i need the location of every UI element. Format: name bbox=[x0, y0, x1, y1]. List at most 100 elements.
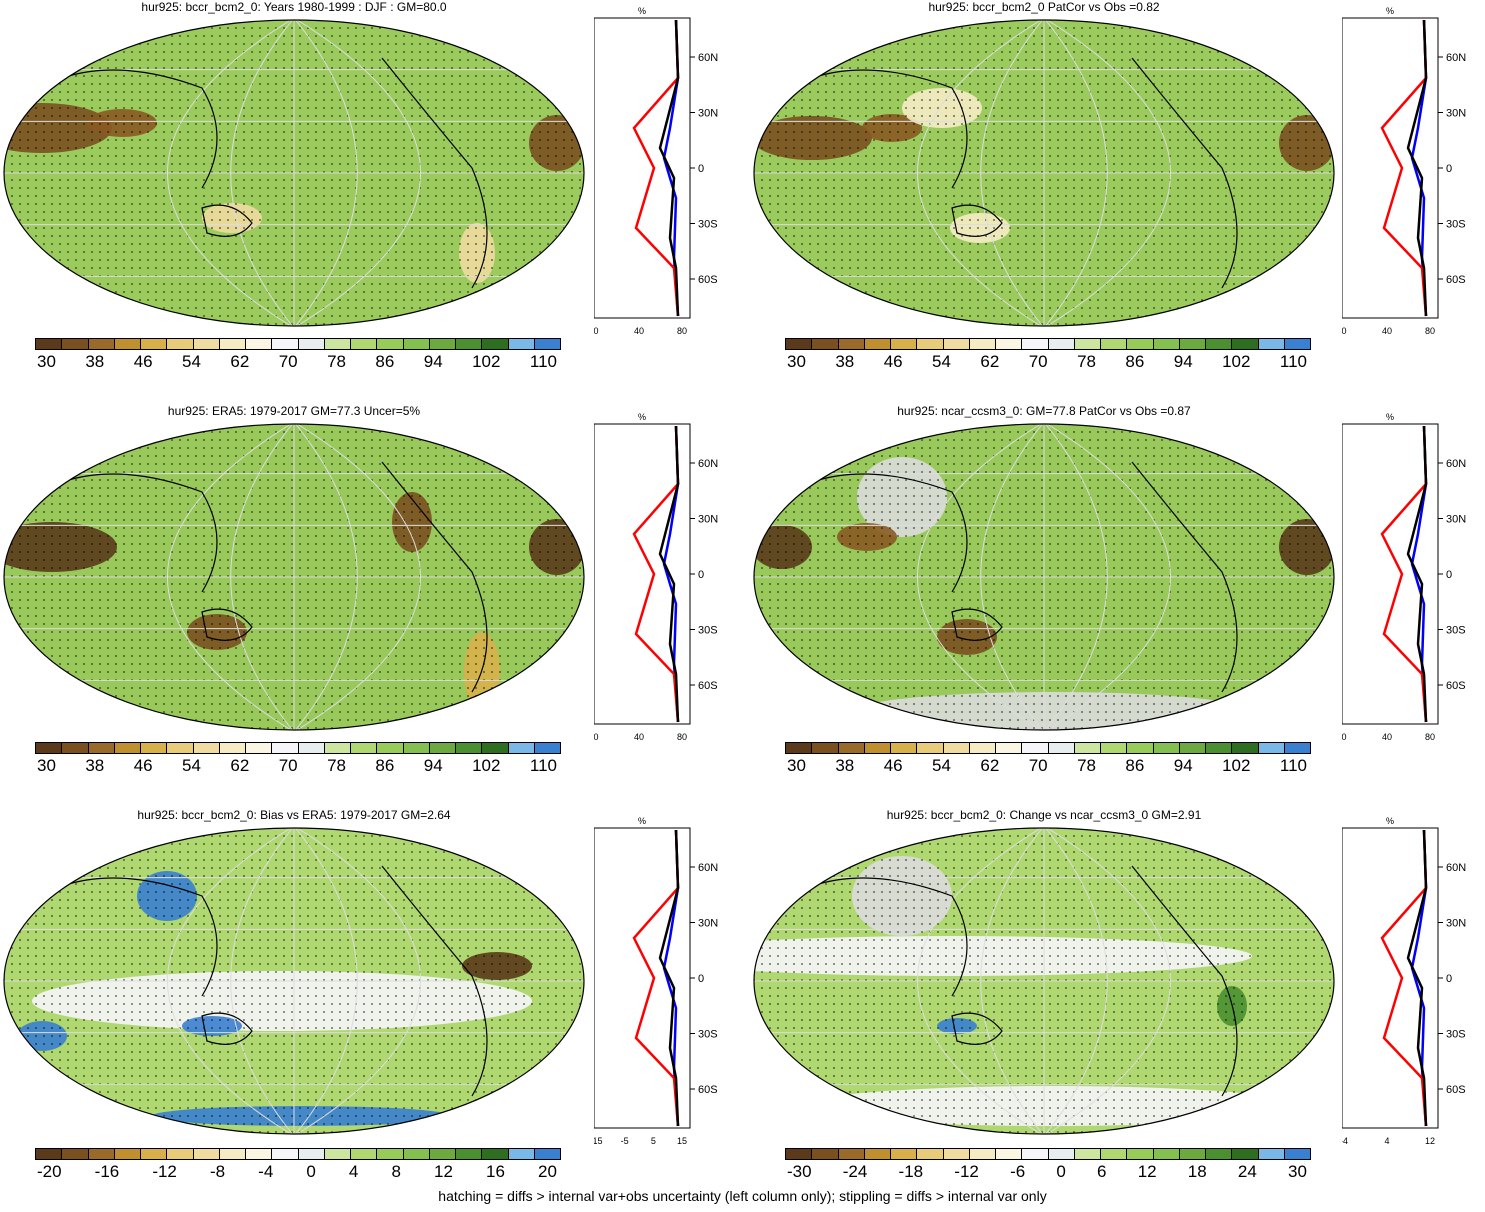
colorbar-swatch bbox=[324, 1149, 351, 1159]
colorbar-swatch bbox=[324, 743, 351, 753]
colorbar-tick-label: 110 bbox=[529, 756, 557, 775]
colorbar-tick-label: 110 bbox=[1279, 756, 1307, 775]
lat-tick-label: 30S bbox=[698, 1029, 718, 1041]
colorbar-swatch bbox=[917, 1149, 944, 1159]
colorbar-tick-label: -24 bbox=[842, 1162, 868, 1181]
colorbar-swatch bbox=[1074, 743, 1101, 753]
lat-tick-label: 60N bbox=[698, 52, 718, 64]
colorbar-swatch bbox=[1048, 339, 1075, 349]
colorbar-swatch bbox=[508, 743, 535, 753]
colorbar-swatch bbox=[1284, 339, 1310, 349]
colorbar-swatch bbox=[812, 1149, 839, 1159]
colorbar-swatch bbox=[377, 743, 404, 753]
colorbar-tick-label: 30 bbox=[787, 352, 806, 371]
colorbar-swatch bbox=[62, 339, 89, 349]
colorbar-tick-label: 12 bbox=[434, 1162, 453, 1181]
colorbar-swatch bbox=[219, 339, 246, 349]
colorbar bbox=[785, 338, 1311, 350]
colorbar-swatch bbox=[996, 743, 1023, 753]
colorbar-swatch bbox=[403, 339, 430, 349]
lat-tick-label: 30S bbox=[1446, 219, 1466, 231]
colorbar-swatch bbox=[351, 1149, 378, 1159]
colorbar-tick-label: 62 bbox=[980, 352, 1000, 371]
profile-unit: % bbox=[1386, 816, 1394, 826]
colorbar-swatch bbox=[1127, 339, 1154, 349]
colorbar-tick-label: 38 bbox=[85, 352, 105, 371]
colorbar-swatch bbox=[1074, 339, 1101, 349]
colorbar-swatch bbox=[1048, 1149, 1075, 1159]
colorbar-swatch bbox=[838, 743, 865, 753]
profile-unit: % bbox=[1386, 6, 1394, 16]
colorbar-swatch bbox=[114, 743, 141, 753]
colorbar bbox=[35, 1148, 561, 1160]
colorbar-swatch bbox=[298, 1149, 325, 1159]
colorbar-swatch bbox=[1101, 1149, 1128, 1159]
colorbar-tick-label: 86 bbox=[1125, 756, 1145, 775]
colorbar-swatch bbox=[1232, 743, 1259, 753]
colorbar-swatch bbox=[1022, 743, 1049, 753]
robinson-map bbox=[3, 423, 585, 731]
lat-tick-label: 30S bbox=[698, 219, 718, 231]
robinson-map bbox=[753, 827, 1335, 1135]
colorbar-swatch bbox=[1074, 1149, 1101, 1159]
colorbar-tick-label: 70 bbox=[1028, 756, 1048, 775]
colorbar-tick-label: 18 bbox=[1187, 1162, 1207, 1181]
colorbar-swatch bbox=[482, 339, 509, 349]
colorbar-tick-label: 86 bbox=[1125, 352, 1145, 371]
profile-x-tick-label: 80 bbox=[677, 326, 687, 336]
colorbar-swatch bbox=[838, 339, 865, 349]
lat-tick-label: 60N bbox=[698, 862, 718, 874]
lat-tick-label: 0 bbox=[698, 973, 704, 985]
profile-x-tick-label: 0 bbox=[594, 326, 599, 336]
colorbar-swatch bbox=[167, 743, 194, 753]
colorbar-swatch bbox=[1048, 743, 1075, 753]
colorbar-swatch bbox=[429, 339, 456, 349]
colorbar-swatch bbox=[943, 339, 970, 349]
profile-x-tick-label: 12 bbox=[1425, 1136, 1435, 1146]
lat-tick-label: 30S bbox=[1446, 625, 1466, 637]
colorbar-tick-label: 30 bbox=[37, 756, 56, 775]
zonal-profile: % 60N 30N 0 30S 60S -4 4 12 bbox=[1342, 816, 1466, 1146]
colorbar-swatch bbox=[969, 339, 996, 349]
colorbar-tick-label: 54 bbox=[932, 352, 951, 371]
colorbar-tick-label: 38 bbox=[835, 352, 855, 371]
colorbar-swatch bbox=[141, 339, 168, 349]
lat-tick-label: 60S bbox=[698, 680, 718, 692]
colorbar-swatch bbox=[351, 339, 378, 349]
colorbar-tick-label: 102 bbox=[1222, 352, 1251, 371]
robinson-map bbox=[753, 19, 1335, 327]
lat-tick-label: 30N bbox=[698, 514, 718, 526]
colorbar-tick-label: 78 bbox=[327, 756, 346, 775]
lat-tick-label: 30N bbox=[698, 918, 718, 930]
colorbar-swatch bbox=[403, 743, 430, 753]
colorbar-swatch bbox=[1153, 1149, 1180, 1159]
profile-x-tick-label: 80 bbox=[677, 732, 687, 742]
colorbar-tick-label: 38 bbox=[835, 756, 855, 775]
colorbar-swatch bbox=[969, 1149, 996, 1159]
colorbar-swatch bbox=[1127, 743, 1154, 753]
lat-tick-label: 0 bbox=[1446, 569, 1452, 581]
colorbar-swatch bbox=[219, 1149, 246, 1159]
colorbar-tick-label: 94 bbox=[1173, 352, 1193, 371]
colorbar-swatch bbox=[917, 743, 944, 753]
lat-tick-label: 60S bbox=[1446, 680, 1466, 692]
colorbar-swatch bbox=[36, 339, 63, 349]
colorbar-swatch bbox=[534, 1149, 560, 1159]
colorbar-tick-label: 102 bbox=[1222, 756, 1251, 775]
colorbar-swatch bbox=[786, 1149, 813, 1159]
profile-x-tick-label: 40 bbox=[1382, 326, 1392, 336]
lat-tick-label: 60S bbox=[1446, 274, 1466, 286]
colorbar-labels: 30 38 46 54 62 70 78 86 94 102 110 bbox=[37, 352, 557, 372]
colorbar-labels: 30 38 46 54 62 70 78 86 94 102 110 bbox=[787, 756, 1307, 776]
colorbar-tick-label: 46 bbox=[883, 756, 903, 775]
colorbar-swatch bbox=[219, 743, 246, 753]
colorbar-tick-label: 110 bbox=[529, 352, 557, 371]
colorbar-swatch bbox=[943, 1149, 970, 1159]
profile-x-tick-label: 40 bbox=[1382, 732, 1392, 742]
colorbar-swatch bbox=[36, 743, 63, 753]
colorbar-swatch bbox=[351, 743, 378, 753]
colorbar-tick-label: -30 bbox=[787, 1162, 812, 1181]
colorbar-tick-label: 38 bbox=[85, 756, 105, 775]
panel-title: hur925: bccr_bcm2_0: Change vs ncar_ccsm… bbox=[886, 808, 1202, 822]
profile-x-tick-label: 0 bbox=[1342, 732, 1347, 742]
